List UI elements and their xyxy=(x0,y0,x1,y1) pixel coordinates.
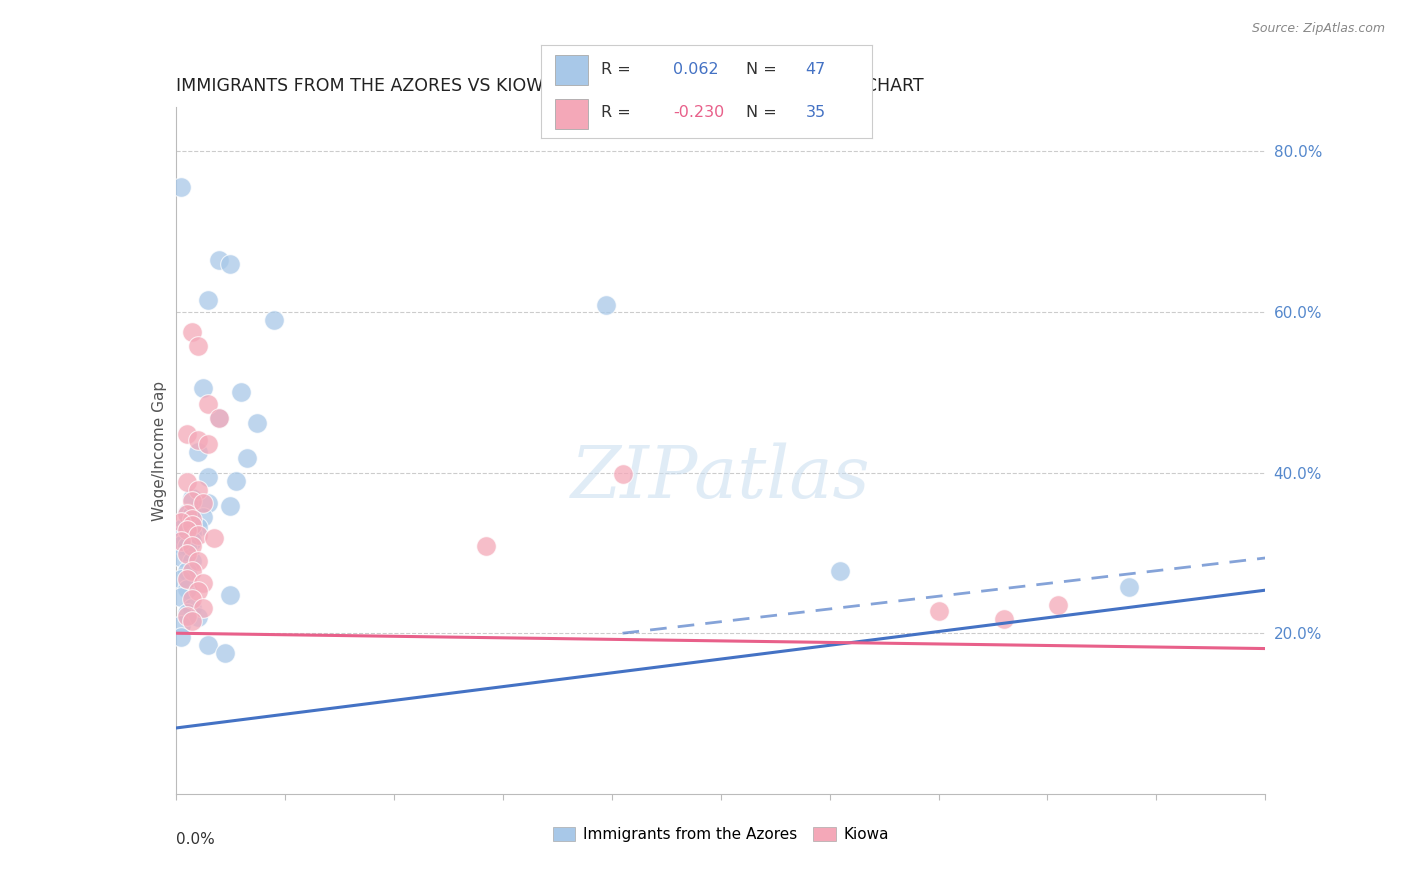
Text: R =: R = xyxy=(600,105,630,120)
Point xyxy=(181,512,204,526)
Point xyxy=(170,618,193,632)
Text: 0.062: 0.062 xyxy=(673,62,718,78)
Point xyxy=(235,451,257,466)
Point xyxy=(186,528,209,542)
Point xyxy=(176,524,198,538)
Point xyxy=(176,524,198,538)
Point xyxy=(231,385,253,400)
Point xyxy=(181,493,204,508)
Point xyxy=(197,496,219,510)
Text: R =: R = xyxy=(600,62,630,78)
Text: N =: N = xyxy=(747,62,778,78)
Point xyxy=(186,483,209,498)
Text: 35: 35 xyxy=(806,105,825,120)
Point xyxy=(170,528,193,542)
Point xyxy=(1118,580,1140,594)
Point xyxy=(176,564,198,578)
Point xyxy=(186,520,209,534)
Point xyxy=(191,576,214,591)
Point xyxy=(219,588,242,602)
Point xyxy=(263,313,285,327)
Point xyxy=(176,540,198,554)
Text: -0.230: -0.230 xyxy=(673,105,724,120)
Point xyxy=(208,411,231,425)
Point xyxy=(181,614,204,628)
Point xyxy=(181,540,204,554)
Point xyxy=(1047,598,1070,612)
Point xyxy=(186,338,209,352)
Y-axis label: Wage/Income Gap: Wage/Income Gap xyxy=(152,380,167,521)
Point xyxy=(202,532,225,546)
Point xyxy=(475,540,498,554)
Point xyxy=(170,630,193,644)
Point xyxy=(181,592,204,607)
Point xyxy=(186,445,209,459)
Point xyxy=(176,582,198,596)
Text: N =: N = xyxy=(747,105,778,120)
Point xyxy=(197,638,219,652)
Point xyxy=(246,416,269,430)
Point xyxy=(176,427,198,442)
Point xyxy=(208,411,231,425)
Point xyxy=(186,554,209,568)
Point xyxy=(191,496,214,510)
Bar xyxy=(554,55,588,85)
Point xyxy=(170,522,193,536)
Point xyxy=(176,475,198,490)
Text: 0.0%: 0.0% xyxy=(176,831,215,847)
Point xyxy=(176,572,198,586)
Point xyxy=(176,532,198,546)
Point xyxy=(219,500,242,514)
Point xyxy=(170,590,193,604)
Point xyxy=(208,252,231,267)
Point xyxy=(181,517,204,532)
Text: IMMIGRANTS FROM THE AZORES VS KIOWA WAGE/INCOME GAP CORRELATION CHART: IMMIGRANTS FROM THE AZORES VS KIOWA WAGE… xyxy=(176,77,924,95)
Point xyxy=(176,548,198,562)
Point xyxy=(214,646,236,660)
Point xyxy=(170,538,193,552)
Point xyxy=(181,491,204,506)
Text: ZIPatlas: ZIPatlas xyxy=(571,442,870,513)
Text: 47: 47 xyxy=(806,62,825,78)
Point xyxy=(181,525,204,540)
Point xyxy=(176,606,198,620)
Point xyxy=(191,381,214,395)
Point xyxy=(170,572,193,586)
Point xyxy=(181,564,204,578)
Point xyxy=(993,612,1015,626)
Point xyxy=(197,293,219,307)
Point xyxy=(170,549,193,564)
Bar xyxy=(554,99,588,129)
Text: Source: ZipAtlas.com: Source: ZipAtlas.com xyxy=(1251,22,1385,36)
Point xyxy=(197,469,219,483)
Point xyxy=(181,508,204,522)
Point xyxy=(186,610,209,624)
Point xyxy=(186,434,209,448)
Point xyxy=(176,516,198,530)
Point xyxy=(170,180,193,194)
Point xyxy=(191,600,214,615)
Point xyxy=(176,506,198,520)
Point xyxy=(197,397,219,411)
Point xyxy=(181,554,204,568)
Point xyxy=(191,509,214,524)
Point xyxy=(219,257,242,271)
Point xyxy=(176,608,198,623)
Point xyxy=(186,584,209,599)
Point xyxy=(830,564,852,578)
Point xyxy=(170,533,193,548)
Point xyxy=(595,298,617,312)
Point xyxy=(225,474,247,488)
Point xyxy=(612,467,634,482)
Point xyxy=(181,600,204,615)
Point xyxy=(928,604,950,618)
Point xyxy=(176,508,198,522)
Point xyxy=(181,517,204,532)
Point xyxy=(181,325,204,339)
Point xyxy=(197,437,219,451)
Legend: Immigrants from the Azores, Kiowa: Immigrants from the Azores, Kiowa xyxy=(547,821,894,848)
Point xyxy=(181,533,204,548)
Point xyxy=(170,516,193,530)
